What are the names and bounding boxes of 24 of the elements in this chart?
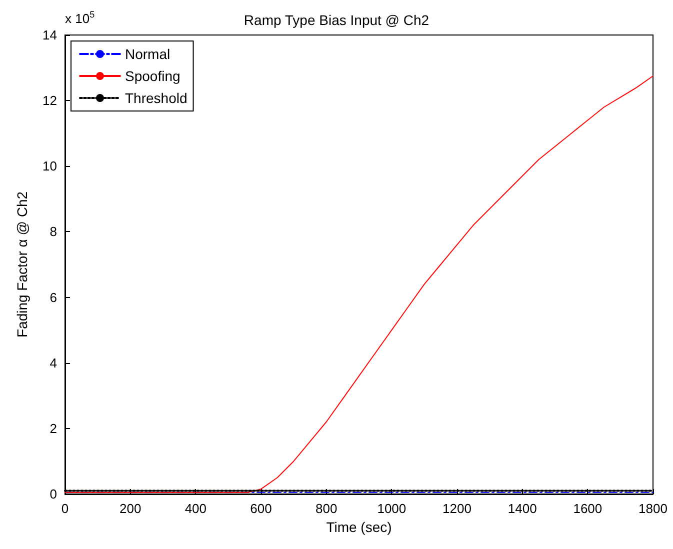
y-axis-title: Fading Factor α @ Ch2 [14, 191, 30, 338]
x-tick-label: 1400 [508, 501, 537, 516]
y-tick-label: 8 [50, 224, 57, 240]
x-tick-label: 400 [184, 501, 207, 516]
x-tick-label: 800 [315, 501, 338, 516]
chart-title: Ramp Type Bias Input @ Ch2 [244, 12, 430, 28]
y-tick-label: 10 [42, 158, 57, 174]
y-tick-label: 0 [50, 486, 57, 502]
x-tick-label: 0 [61, 501, 69, 516]
y-tick-label: 6 [50, 290, 57, 305]
x-tick-label: 1000 [377, 501, 406, 516]
y-tick-label: 2 [50, 420, 57, 436]
x-tick-label: 1200 [442, 501, 472, 516]
x-tick-label: 1800 [638, 501, 668, 516]
y-tick-label: 4 [50, 355, 57, 370]
legend-label: Spoofing [125, 68, 180, 84]
x-axis-title: Time (sec) [326, 518, 392, 535]
y-tick-label: 14 [42, 28, 57, 42]
legend-label: Threshold [125, 90, 188, 106]
x-tick-label: 600 [250, 501, 272, 516]
legend-label: Normal [125, 46, 170, 62]
x-tick-label: 200 [119, 501, 142, 516]
x-tick-label: 1600 [573, 501, 602, 516]
y-tick-label: 12 [42, 93, 57, 108]
